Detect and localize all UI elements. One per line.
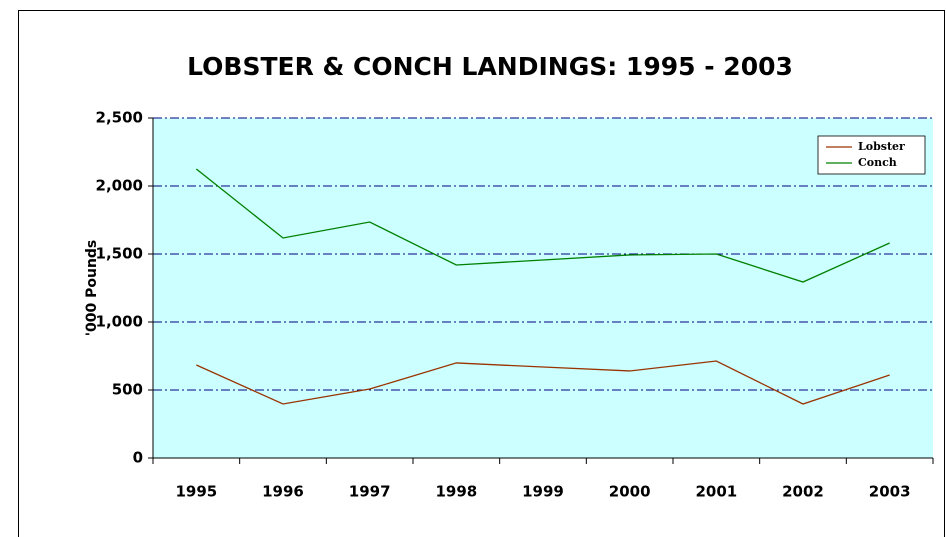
x-tick-label: 2003 — [869, 483, 911, 501]
line-series — [196, 360, 890, 405]
x-tick-label: 2001 — [695, 483, 737, 501]
y-tick-label: 1,000 — [96, 313, 143, 331]
legend-box — [817, 135, 926, 175]
legend-label: Lobster — [858, 140, 905, 153]
line-series — [195, 168, 890, 283]
x-tick-label: 2000 — [609, 483, 651, 501]
y-tick-label: 2,500 — [96, 109, 143, 127]
y-tick-label: 1,500 — [96, 245, 143, 263]
x-tick-label: 1995 — [175, 483, 217, 501]
chart-title: LOBSTER & CONCH LANDINGS: 1995 - 2003 — [187, 52, 793, 81]
x-tick-label: 2002 — [782, 483, 824, 501]
plot-area — [153, 118, 933, 458]
y-tick-label: 2,000 — [96, 177, 143, 195]
x-tick-label: 1999 — [522, 483, 564, 501]
y-axis-label: '000 Pounds — [84, 240, 100, 337]
y-tick-label: 500 — [112, 381, 143, 399]
x-tick-label: 1997 — [349, 483, 391, 501]
y-tick-label: 0 — [133, 449, 143, 467]
x-tick-label: 1998 — [435, 483, 477, 501]
x-tick-label: 1996 — [262, 483, 304, 501]
legend-label: Conch — [858, 156, 897, 169]
